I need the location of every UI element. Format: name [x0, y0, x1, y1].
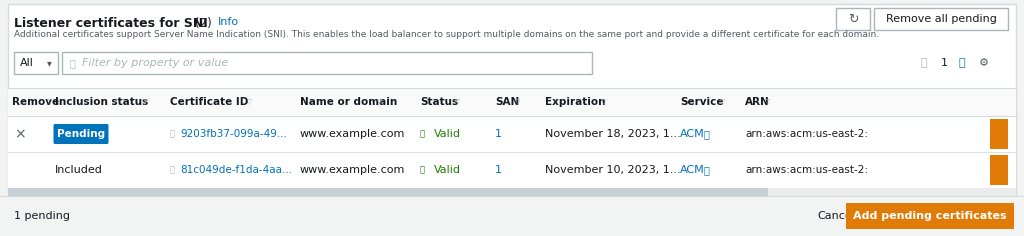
Text: All: All	[20, 58, 34, 68]
Text: (2): (2)	[195, 17, 212, 30]
Text: Remove all pending: Remove all pending	[886, 14, 996, 24]
Text: ▽: ▽	[142, 99, 147, 105]
Text: 🔍: 🔍	[70, 58, 76, 68]
Bar	[8, 188, 768, 196]
Text: Pending: Pending	[57, 129, 105, 139]
FancyBboxPatch shape	[53, 124, 109, 144]
Text: 〉: 〉	[958, 58, 966, 68]
Bar	[836, 8, 870, 30]
Text: ▽: ▽	[515, 99, 520, 105]
Text: ⧉: ⧉	[705, 165, 710, 175]
Bar	[14, 52, 58, 74]
Bar	[55, 126, 106, 143]
Text: Additional certificates support Server Name Indication (SNI). This enables the l: Additional certificates support Server N…	[14, 30, 880, 39]
Text: SAN: SAN	[495, 97, 519, 107]
Text: 1: 1	[495, 129, 502, 139]
Bar	[8, 188, 1016, 196]
Text: ✅: ✅	[420, 165, 425, 174]
Text: ⚙: ⚙	[979, 58, 989, 68]
Text: ACM: ACM	[680, 165, 705, 175]
Text: Certificate ID: Certificate ID	[170, 97, 249, 107]
Bar	[8, 152, 1016, 188]
Text: November 18, 2023, 1...: November 18, 2023, 1...	[545, 129, 681, 139]
Text: ▽: ▽	[601, 99, 606, 105]
Text: 📋: 📋	[170, 130, 175, 139]
Bar	[62, 52, 592, 74]
Bar	[8, 88, 1016, 116]
Text: November 10, 2023, 1...: November 10, 2023, 1...	[545, 165, 681, 175]
Text: ↻: ↻	[848, 13, 858, 25]
Text: Remove: Remove	[12, 97, 59, 107]
Text: ✅: ✅	[420, 130, 425, 139]
Text: ▽: ▽	[456, 99, 461, 105]
Bar	[8, 116, 1016, 152]
Text: 81c049de-f1da-4aa...: 81c049de-f1da-4aa...	[180, 165, 292, 175]
Text: ⧉: ⧉	[705, 129, 710, 139]
Text: Status: Status	[420, 97, 458, 107]
Text: Info: Info	[218, 17, 240, 27]
Bar	[990, 155, 1008, 185]
Text: arn:aws:acm:us-east-2:: arn:aws:acm:us-east-2:	[745, 129, 868, 139]
Text: Inclusion status: Inclusion status	[55, 97, 148, 107]
Text: 📋: 📋	[170, 165, 175, 174]
Text: Included: Included	[55, 165, 102, 175]
Text: ▾: ▾	[47, 58, 52, 68]
Text: Valid: Valid	[434, 165, 461, 175]
Text: Expiration: Expiration	[545, 97, 605, 107]
Text: www.example.com: www.example.com	[300, 129, 406, 139]
Text: Add pending certificates: Add pending certificates	[853, 211, 1007, 221]
Text: ▽: ▽	[721, 99, 726, 105]
Bar	[846, 203, 1014, 229]
Text: ACM: ACM	[680, 129, 705, 139]
Text: ▽: ▽	[765, 99, 770, 105]
Bar	[8, 4, 1016, 195]
Text: Cancel: Cancel	[817, 211, 855, 221]
Bar	[0, 196, 1024, 236]
Text: www.example.com: www.example.com	[300, 165, 406, 175]
Text: arn:aws:acm:us-east-2:: arn:aws:acm:us-east-2:	[745, 165, 868, 175]
Text: 1: 1	[495, 165, 502, 175]
Bar	[990, 119, 1008, 149]
Text: Listener certificates for SNI: Listener certificates for SNI	[14, 17, 208, 30]
Text: Name or domain: Name or domain	[300, 97, 397, 107]
Text: Service: Service	[680, 97, 724, 107]
Bar	[874, 8, 1008, 30]
Text: 9203fb37-099a-49...: 9203fb37-099a-49...	[180, 129, 287, 139]
Text: Filter by property or value: Filter by property or value	[82, 58, 228, 68]
Text: 1 pending: 1 pending	[14, 211, 70, 221]
Text: ▽: ▽	[377, 99, 382, 105]
Text: ▽: ▽	[247, 99, 252, 105]
Text: 〈: 〈	[921, 58, 928, 68]
Text: ▽: ▽	[47, 99, 52, 105]
Text: 1: 1	[940, 58, 947, 68]
Text: Valid: Valid	[434, 129, 461, 139]
Text: ×: ×	[14, 127, 26, 141]
Text: ARN: ARN	[745, 97, 770, 107]
